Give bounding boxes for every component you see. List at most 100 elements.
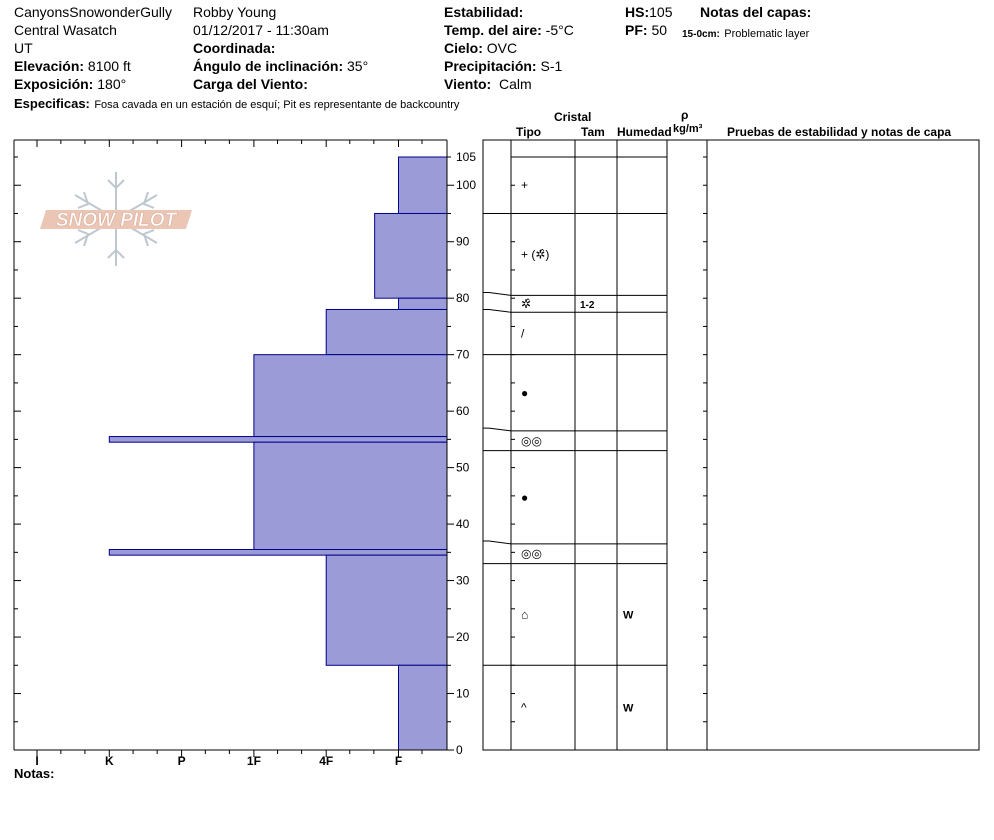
hardness-bar-8	[325, 554, 448, 666]
grain-type-symbol: ⌂	[521, 607, 528, 621]
hardness-bar-1	[374, 212, 448, 299]
aspect: Exposición: 180°	[14, 77, 126, 91]
hardness-tick-label: P	[178, 754, 186, 768]
hardness-tick-label: 4F	[319, 754, 333, 768]
range-name: Central Wasatch	[14, 22, 117, 38]
grain-type-symbol: + (✲̂)	[521, 247, 549, 261]
aspect-value: 180°	[97, 76, 127, 92]
hs-label: HS:	[625, 4, 650, 20]
layer-connector	[483, 540, 512, 545]
header-tam: Tam	[581, 125, 605, 139]
hardness-tick-label: 1F	[247, 754, 261, 768]
snowpilot-logo: SNOW PILOT	[40, 172, 192, 266]
hardness-bar-5	[108, 436, 448, 443]
grain-type-symbol: ●	[521, 490, 528, 504]
aspect-label: Exposición:	[14, 76, 94, 92]
state-name: UT	[14, 40, 33, 56]
precip: Precipitación: S-1	[444, 59, 562, 73]
layer-note: 15-0cm: Problematic layer	[682, 25, 809, 41]
precip-label: Precipitación:	[444, 58, 537, 74]
header-rho: ρ	[681, 108, 689, 122]
depth-tick-label: 80	[456, 291, 470, 305]
hardness-tick-label: I	[35, 754, 38, 768]
specifics-label: Especificas:	[14, 96, 90, 111]
specifics: Especificas: Fosa cavada en un estación …	[14, 96, 459, 112]
specifics-value: Fosa cavada en un estación de esquí; Pit…	[94, 99, 460, 111]
site-name: CanyonsSnowonderGully	[14, 4, 172, 20]
layer-connector	[483, 308, 512, 313]
hardness-bar-0	[398, 156, 448, 214]
sky: Cielo: OVC	[444, 41, 517, 55]
grain-type-symbol: ◎◎	[521, 547, 542, 561]
hardness-bar-9	[398, 664, 448, 751]
pf: PF: 50	[625, 23, 667, 37]
air-temp-label: Temp. del aire:	[444, 22, 542, 38]
header-tests: Pruebas de estabilidad y notas de capa	[727, 125, 952, 139]
depth-tick-label: 40	[456, 517, 470, 531]
depth-tick-label: 90	[456, 235, 470, 249]
wind-value: Calm	[498, 76, 532, 92]
slope: Ángulo de inclinación: 35°	[193, 59, 368, 73]
wind: Viento: Calm	[444, 77, 532, 91]
depth-tick-label: 105	[456, 150, 476, 164]
air-temp: Temp. del aire: -5°C	[444, 23, 574, 37]
hardness-bar-2	[398, 297, 448, 310]
hardness-bar-7	[108, 549, 448, 556]
hardness-bar-6	[253, 441, 448, 551]
layer-note-text: Problematic layer	[724, 28, 810, 40]
depth-tick-label: 60	[456, 404, 470, 418]
depth-tick-label: 30	[456, 574, 470, 588]
depth-tick-label: 10	[456, 687, 470, 701]
logo-banner	[40, 210, 192, 229]
grain-type-symbol: ●	[521, 386, 528, 400]
logo-text: SNOW PILOT	[56, 210, 178, 231]
wind-label: Viento:	[444, 76, 492, 92]
header-tipo: Tipo	[516, 125, 542, 139]
hs: HS:105	[625, 5, 672, 19]
hardness-tick-label: K	[105, 754, 114, 768]
grain-type-symbol: +	[521, 178, 528, 192]
elevation-label: Elevación:	[14, 58, 85, 74]
layer-connector	[483, 427, 512, 432]
header-humedad: Humedad	[617, 125, 672, 139]
slope-value: 35°	[347, 58, 369, 74]
stability-label: Estabilidad:	[444, 4, 524, 20]
air-temp-value: -5°C	[545, 22, 574, 38]
hardness-tick-label: F	[395, 754, 402, 768]
datetime: 01/12/2017 - 11:30am	[193, 22, 329, 38]
pf-label: PF:	[625, 22, 648, 38]
hs-value: 105	[649, 4, 673, 20]
coord-label: Coordinada:	[193, 40, 276, 56]
layer-notes-label: Notas del capas:	[700, 4, 812, 20]
moisture-value: W	[623, 609, 634, 621]
depth-tick-label: 50	[456, 461, 470, 475]
slope-label: Ángulo de inclinación:	[193, 58, 344, 74]
depth-tick-label: 20	[456, 630, 470, 644]
sky-label: Cielo:	[444, 40, 483, 56]
layer-note-range: 15-0cm:	[682, 29, 720, 40]
header-cristal: Cristal	[554, 110, 592, 124]
depth-tick-label: 70	[456, 348, 470, 362]
precip-value: S-1	[540, 58, 563, 74]
wind-load-label: Carga del Viento:	[193, 76, 308, 92]
hardness-bar-4	[253, 354, 448, 438]
grain-type-symbol: ^	[521, 701, 527, 715]
pf-value: 50	[651, 22, 668, 38]
depth-tick-label: 100	[456, 178, 476, 192]
elevation: Elevación: 8100 ft	[14, 59, 131, 73]
depth-tick-label: 0	[456, 743, 463, 757]
sky-value: OVC	[486, 40, 518, 56]
grain-size: 1-2	[580, 300, 595, 311]
observer: Robby Young	[193, 4, 277, 20]
moisture-value: W	[623, 703, 634, 715]
notes-label: Notas:	[14, 766, 55, 781]
layer-connector	[483, 292, 512, 296]
grain-type-symbol: /	[521, 326, 525, 340]
elevation-value: 8100 ft	[87, 58, 131, 74]
grain-type-symbol: ◎◎	[521, 434, 542, 448]
header-density-unit: kg/m³	[673, 123, 703, 135]
layer-table-frame	[482, 139, 980, 751]
grain-type-symbol: ✲̂	[521, 297, 531, 311]
hardness-bar-3	[325, 308, 448, 356]
